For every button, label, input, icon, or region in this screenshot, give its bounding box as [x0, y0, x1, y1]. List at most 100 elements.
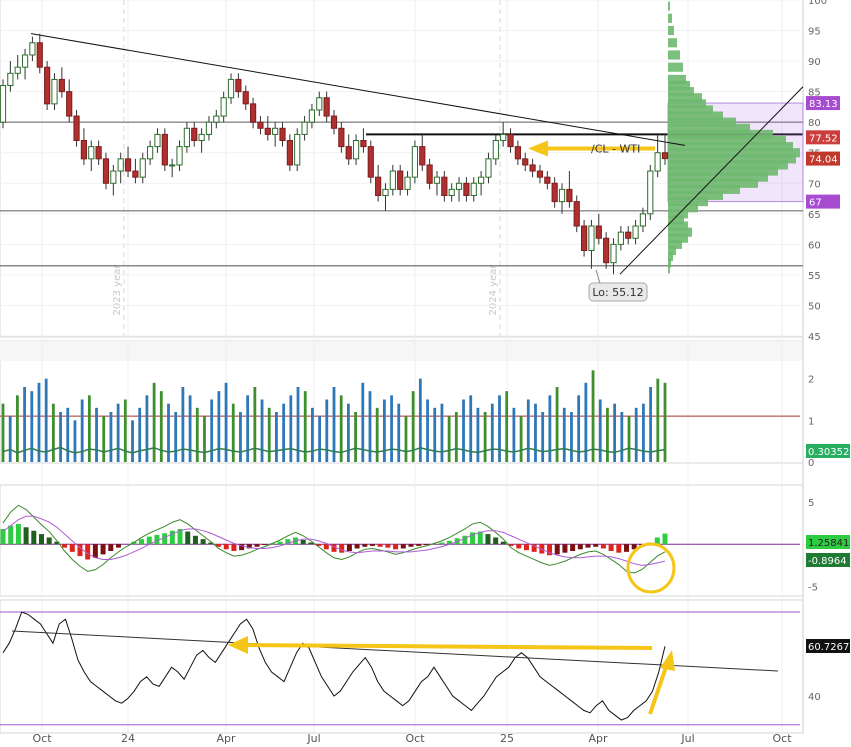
macd-histogram-bar: [331, 544, 337, 552]
volume-bar: [188, 395, 192, 462]
volume-bar: [339, 395, 343, 462]
macd-tick-label: 5: [808, 498, 814, 509]
series-label: /CL - WTI: [591, 142, 640, 155]
volume-bar: [181, 387, 185, 462]
macd-histogram-bar: [100, 544, 106, 555]
price-tick-label: 85: [808, 88, 821, 99]
macd-histogram-bar: [400, 544, 406, 549]
macd-histogram-bar: [616, 544, 622, 553]
macd-histogram-bar: [508, 544, 514, 546]
volume-bar: [390, 395, 393, 462]
candle-body: [544, 176, 551, 184]
candle-body: [169, 164, 176, 167]
volume-bar: [526, 399, 530, 462]
macd-histogram-bar: [239, 544, 245, 551]
candle-body: [610, 243, 617, 264]
macd-histogram-bar: [277, 541, 283, 545]
macd-histogram-bar: [54, 541, 60, 545]
rsi-up-arrow-shaft: [648, 663, 669, 715]
volume-bar: [562, 407, 566, 462]
macd-histogram-bar: [46, 537, 52, 545]
macd-line: [2, 504, 666, 574]
candle-body: [88, 146, 95, 160]
macd-histogram-bar: [547, 544, 553, 556]
candle-body: [595, 225, 602, 239]
x-tick-label: Apr: [216, 732, 236, 745]
candle-body: [441, 176, 448, 196]
price-trendline-down: [30, 33, 686, 146]
price-badge-label: 83.13: [809, 99, 838, 110]
volume-bar: [541, 412, 545, 462]
volume-profile-bar: [668, 74, 686, 84]
volume-bar: [1, 403, 5, 462]
candle-body: [330, 115, 338, 129]
volume-bar: [239, 412, 242, 462]
volume-bar: [368, 391, 372, 462]
macd-histogram-bar: [23, 527, 29, 545]
macd-histogram-bar: [115, 544, 121, 548]
price-tick-label: 90: [808, 57, 821, 68]
volume-bar: [462, 399, 465, 462]
macd-histogram-bar: [608, 544, 614, 551]
volume-bar: [174, 412, 178, 462]
volume-bar: [649, 387, 653, 462]
candle-body: [110, 170, 117, 184]
candle-body: [478, 176, 485, 184]
candle-body: [397, 170, 404, 190]
price-badge: [806, 130, 840, 145]
candle-body: [183, 127, 190, 148]
volume-bar: [606, 407, 609, 462]
macd-histogram-bar: [570, 544, 576, 551]
volume-bar: [224, 382, 228, 462]
candle-body: [176, 146, 183, 166]
candle-body: [352, 140, 360, 160]
price-tick-label: 50: [808, 301, 821, 312]
price-badge: [806, 96, 840, 111]
macd-histogram-bar: [477, 531, 483, 545]
candle-body: [382, 188, 389, 196]
macd-histogram-bar: [554, 544, 560, 555]
candle-body: [279, 127, 286, 142]
volume-profile-bar: [668, 264, 670, 274]
volume-bar: [167, 403, 170, 462]
volume-profile-bar: [668, 87, 694, 97]
candle-body: [323, 97, 330, 117]
price-tick-label: 80: [808, 118, 821, 129]
macd-histogram-bar: [446, 540, 452, 545]
macd-histogram-bar: [354, 544, 360, 549]
macd-histogram-bar: [154, 534, 160, 545]
macd-histogram-bar: [162, 533, 168, 545]
candle-body: [345, 146, 352, 160]
macd-histogram-bar: [185, 531, 191, 545]
candle-body: [0, 85, 7, 123]
highlight-circle: [626, 542, 676, 594]
price-badge-label: 77.52: [809, 133, 838, 144]
volume-bar: [555, 387, 559, 462]
x-tick-label: Oct: [32, 732, 52, 745]
macd-histogram-bar: [8, 525, 14, 545]
candle-body: [249, 103, 257, 123]
macd-histogram-bar: [369, 544, 375, 546]
macd-histogram-bar: [38, 534, 44, 545]
volume-bar: [282, 403, 286, 462]
candle-body: [316, 97, 323, 111]
candle-body: [588, 225, 595, 251]
candle-body: [558, 188, 566, 203]
volume-bar: [469, 395, 473, 462]
candle-body: [235, 78, 242, 93]
volume-bar: [66, 407, 70, 462]
volume-bar: [51, 403, 55, 462]
macd-histogram-bar: [62, 544, 68, 548]
macd-histogram-bar: [216, 544, 222, 547]
candle-body: [154, 133, 161, 148]
candle-body: [73, 115, 80, 142]
candle-body: [227, 78, 235, 99]
macd-histogram-bar: [470, 532, 476, 545]
macd-histogram-bar: [200, 539, 206, 545]
volume-profile-bar: [668, 203, 698, 213]
volume-bar: [80, 399, 84, 462]
volume-bar: [159, 391, 163, 462]
volume-profile-bar: [668, 99, 706, 109]
candle-body: [485, 158, 492, 178]
